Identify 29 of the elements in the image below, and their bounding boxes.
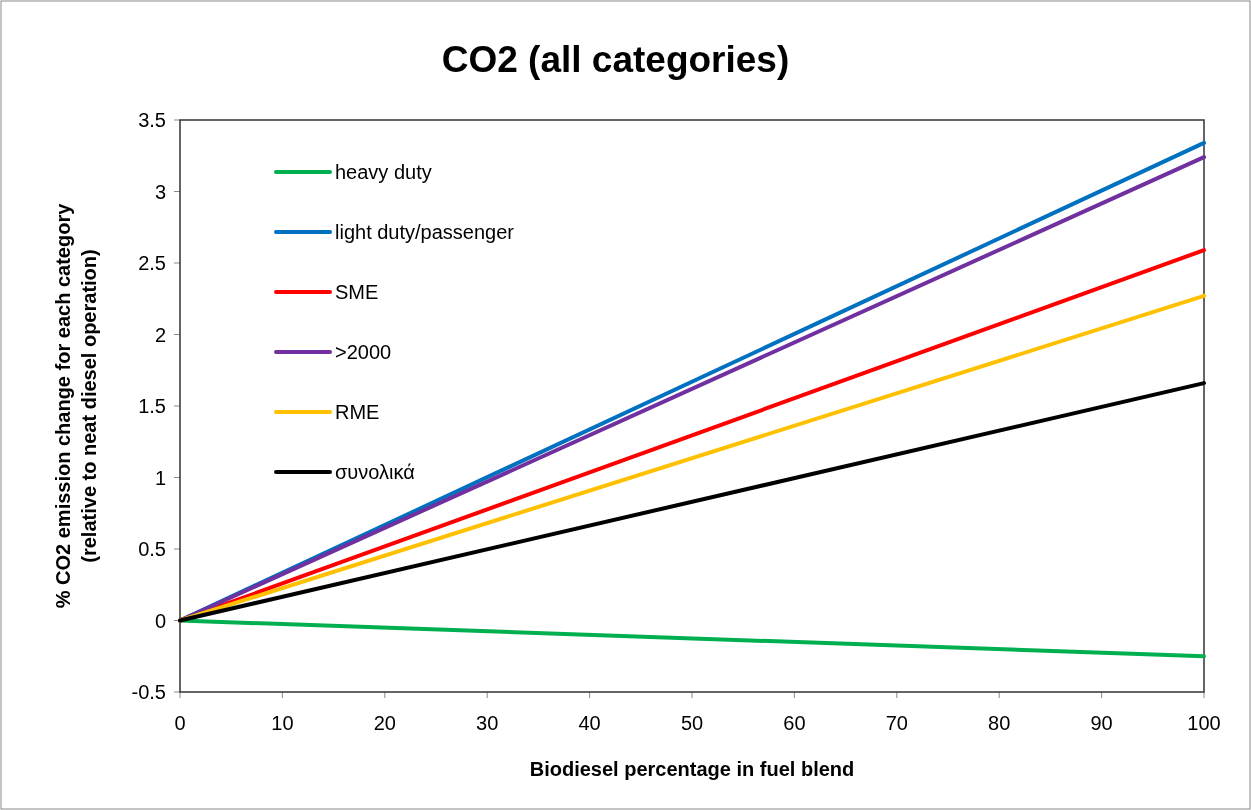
legend-label: SME	[335, 281, 379, 303]
legend-label: RME	[335, 401, 380, 423]
x-tick-label: 100	[1187, 712, 1221, 734]
x-tick-label: 40	[578, 712, 601, 734]
y-axis-title: % CO2 emission change for each category (relative to neat diesel operation)	[52, 202, 100, 609]
y-tick-label: 2	[154, 323, 166, 346]
x-tick-label: 10	[271, 712, 294, 734]
y-tick-label: 2.5	[138, 252, 166, 274]
y-tick-label: 1	[154, 466, 166, 489]
x-tick-label: 80	[988, 712, 1011, 734]
x-tick-label: 0	[174, 712, 186, 734]
x-tick-label: 50	[680, 712, 704, 734]
y-tick-label: 3	[154, 180, 166, 203]
legend-label: >2000	[335, 341, 392, 363]
x-tick-label: 70	[885, 712, 908, 734]
chart-title: CO2 (all categories)	[441, 39, 790, 80]
y-tick-label: -0.5	[131, 681, 166, 703]
x-tick-label: 20	[373, 712, 396, 734]
x-tick-label: 30	[476, 712, 499, 734]
x-tick-label: 60	[783, 712, 806, 734]
y-tick-label: 3.5	[138, 109, 166, 131]
legend-label: heavy duty	[335, 161, 432, 183]
legend-label: συνολικά	[335, 461, 415, 483]
legend-label: light duty/passenger	[335, 221, 515, 243]
x-axis-title: Biodiesel percentage in fuel blend	[529, 758, 855, 780]
y-tick-label: 1.5	[138, 395, 166, 417]
x-tick-label: 90	[1090, 712, 1113, 734]
y-tick-label: 0	[154, 609, 166, 632]
y-tick-label: 0.5	[138, 538, 166, 560]
